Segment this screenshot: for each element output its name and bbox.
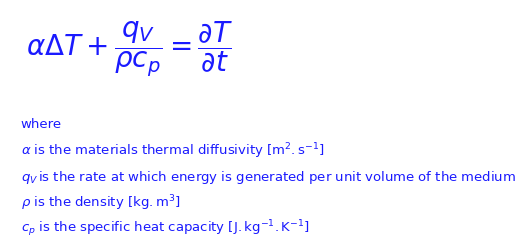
Text: $\rho$ is the density $[\mathrm{kg.m^3}]$: $\rho$ is the density $[\mathrm{kg.m^3}]… xyxy=(21,194,180,213)
Text: where: where xyxy=(21,119,62,131)
Text: $\alpha\Delta T + \dfrac{q_V}{\rho c_p} = \dfrac{\partial T}{\partial t}$: $\alpha\Delta T + \dfrac{q_V}{\rho c_p} … xyxy=(26,20,233,79)
Text: $\alpha$ is the materials thermal diffusivity $[\mathrm{m^2.s^{-1}}]$: $\alpha$ is the materials thermal diffus… xyxy=(21,142,325,161)
Text: $q_V\!$ is the rate at which energy is generated per unit volume of the medium $: $q_V\!$ is the rate at which energy is g… xyxy=(21,169,518,188)
Text: $c_p$ is the specific heat capacity $[\mathrm{J.kg^{-1}.K^{-1}}]$: $c_p$ is the specific heat capacity $[\m… xyxy=(21,218,310,239)
